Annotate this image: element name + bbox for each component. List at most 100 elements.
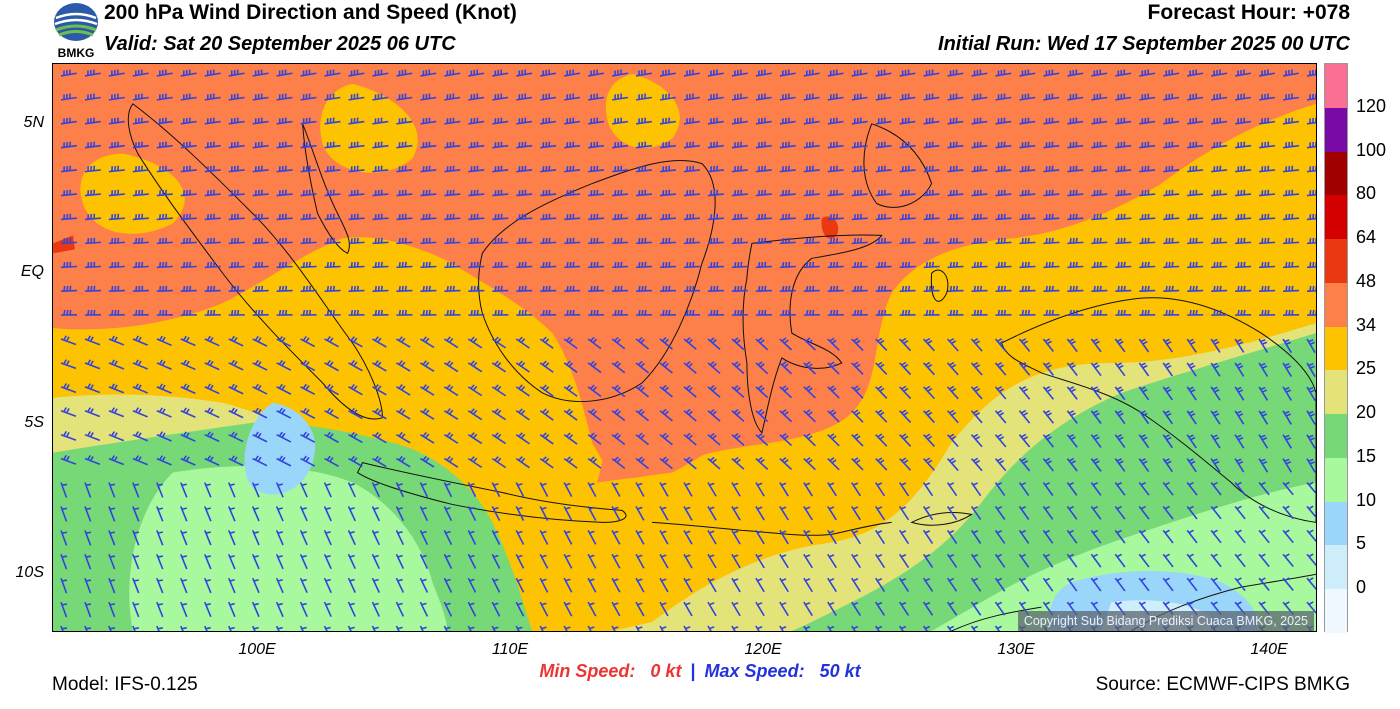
wind-barb — [1019, 237, 1036, 245]
wind-barb — [180, 383, 196, 395]
lon-label-120e: 120E — [744, 641, 782, 658]
wind-barb — [539, 577, 549, 593]
wind-barb — [516, 261, 533, 269]
wind-barb — [1115, 141, 1132, 149]
wind-barb — [443, 384, 459, 397]
wind-barb — [803, 93, 820, 101]
wind-barb — [108, 309, 125, 316]
legend-swatch — [1325, 545, 1347, 590]
wind-barb — [323, 553, 332, 570]
wind-barb — [875, 189, 892, 197]
wind-barb — [180, 213, 197, 221]
wind-barb — [611, 553, 621, 569]
wind-barb — [827, 141, 844, 149]
wind-barb — [1306, 309, 1316, 316]
wind-barb — [635, 165, 653, 173]
wind-barb — [803, 165, 820, 173]
wind-barb — [396, 455, 411, 468]
map-title: 200 hPa Wind Direction and Speed (Knot) — [104, 1, 517, 24]
wind-barb — [875, 553, 886, 569]
wind-barb — [1163, 69, 1180, 77]
wind-barb — [851, 482, 861, 497]
wind-barb — [947, 309, 964, 316]
wind-barb — [492, 285, 509, 292]
wind-barb — [898, 553, 910, 569]
wind-barb — [252, 141, 269, 149]
wind-barb — [923, 237, 940, 245]
wind-barb — [1090, 362, 1102, 377]
wind-barb — [132, 93, 149, 101]
wind-barb — [539, 553, 549, 569]
wind-barb — [444, 141, 461, 149]
wind-barb — [659, 261, 677, 269]
wind-barb — [755, 577, 765, 593]
wind-barb — [923, 189, 940, 197]
wind-barb — [108, 261, 125, 269]
wind-barb — [875, 93, 892, 101]
lat-label-10s: 10S — [15, 564, 44, 581]
wind-barb — [467, 360, 483, 373]
wind-barb — [84, 530, 92, 546]
lon-label-140e: 140E — [1250, 641, 1288, 658]
wind-barb — [539, 408, 554, 421]
wind-barb — [1115, 117, 1132, 125]
wind-barb — [588, 261, 605, 269]
wind-barb — [946, 385, 959, 400]
wind-barb — [324, 285, 341, 292]
wind-barb — [779, 93, 796, 101]
wind-barb — [587, 553, 597, 569]
wind-barb — [755, 213, 772, 221]
wind-barb — [1114, 553, 1126, 568]
wind-barb — [180, 530, 188, 546]
wind-barb — [1042, 553, 1054, 568]
wind-barb — [324, 117, 341, 125]
wind-barb — [468, 285, 485, 292]
wind-barb — [180, 455, 196, 466]
wind-barb — [252, 93, 269, 101]
wind-barb — [946, 553, 958, 568]
lat-label-5n: 5N — [23, 114, 44, 131]
wind-barb — [611, 506, 621, 521]
wind-barb — [396, 360, 411, 372]
wind-barb — [635, 482, 645, 497]
wind-barb — [60, 482, 68, 498]
wind-barb — [491, 482, 501, 498]
wind-barb — [515, 553, 525, 569]
wind-barb — [1018, 529, 1030, 544]
wind-barb — [324, 309, 341, 316]
wind-barb — [1187, 261, 1204, 269]
wind-barb — [443, 506, 453, 522]
wind-barb — [612, 261, 629, 269]
wind-barb — [731, 141, 748, 149]
wind-barb — [755, 553, 765, 569]
wind-barb — [251, 530, 260, 546]
wind-barb — [1211, 261, 1228, 269]
wind-barb — [275, 553, 284, 570]
wind-barb — [276, 455, 292, 467]
wind-barb — [1091, 285, 1108, 292]
wind-barb — [923, 309, 940, 316]
wind-barb — [1306, 69, 1316, 77]
wind-barb — [1306, 481, 1316, 495]
wind-barb — [180, 335, 196, 347]
copyright-notice: Copyright Sub Bidang Prediksi Cuaca BMKG… — [1017, 611, 1314, 631]
wind-barb — [1163, 165, 1180, 173]
wind-barb — [1042, 338, 1055, 352]
wind-barb — [1138, 505, 1150, 520]
wind-barb — [564, 309, 581, 316]
wind-barb — [731, 625, 739, 631]
wind-barb — [515, 529, 525, 545]
wind-barb — [803, 285, 820, 292]
wind-barb — [659, 456, 673, 470]
wind-barb — [564, 117, 581, 125]
wind-barb — [420, 141, 437, 149]
wind-barb — [659, 337, 673, 350]
wind-barb — [922, 482, 934, 497]
wind-barb — [515, 336, 530, 349]
wind-barb — [348, 165, 365, 173]
wind-barb — [1067, 213, 1084, 221]
wind-barb — [420, 69, 437, 77]
wind-barb — [443, 577, 453, 593]
wind-barb — [348, 117, 365, 125]
wind-barb — [372, 384, 387, 396]
